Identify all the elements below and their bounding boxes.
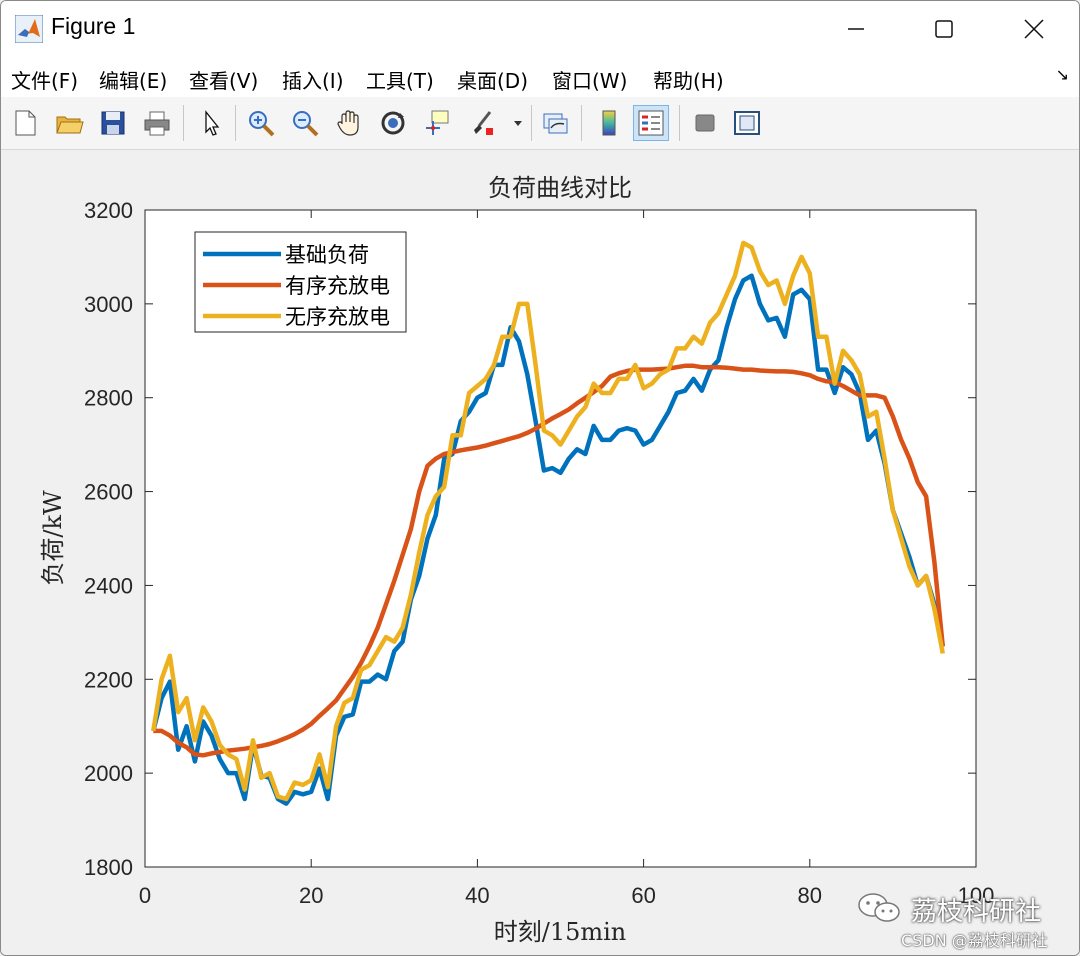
dock-arrow-icon[interactable]: ↘ (1055, 65, 1069, 84)
close-icon (1024, 19, 1044, 39)
print-icon (144, 111, 170, 136)
y-tick-label: 1800 (84, 855, 133, 880)
new-figure-icon (15, 110, 36, 136)
toolbar-separator (581, 105, 582, 141)
legend-label-1: 基础负荷 (285, 243, 369, 267)
brush-icon (474, 111, 493, 135)
link-plot-icon (543, 113, 568, 134)
x-axis-label: 时刻/15min (494, 918, 627, 946)
zoom-in-button[interactable] (243, 105, 279, 141)
x-tick-label: 40 (465, 883, 489, 908)
minimize-button[interactable] (811, 1, 901, 57)
print-button[interactable] (139, 105, 175, 141)
menu-bar: 文件(F) 编辑(E) 查看(V) 插入(I) 工具(T) 桌面(D) 窗口(W… (1, 57, 1079, 97)
figure-canvas: 0 20 40 60 80 100 1800 2000 2200 2400 2600 2800 3000… (1, 150, 1079, 955)
toolbar-separator (183, 105, 184, 141)
select-arrow-icon (205, 110, 220, 136)
zoom-in-icon (249, 111, 275, 137)
show-plot-tools-icon (734, 111, 760, 135)
y-tick-label: 3000 (84, 292, 133, 317)
toolbar-separator (531, 105, 532, 141)
select-arrow-button[interactable] (193, 105, 229, 141)
wechat-icon (858, 893, 900, 922)
watermark-text: 荔枝科研社 (911, 897, 1042, 927)
chevron-down-icon (514, 121, 522, 126)
menu-insert[interactable]: 插入(I) (282, 69, 344, 93)
csdn-watermark: CSDN @荔枝科研社 (901, 931, 1048, 950)
series-line-3[interactable] (151, 240, 946, 802)
show-plot-tools-button[interactable] (729, 105, 765, 141)
open-file-icon (56, 116, 84, 134)
rotate-3d-button[interactable] (375, 105, 411, 141)
x-axis-label-text: 时刻/15min (494, 918, 627, 946)
y-axis-label: 负荷/kW (39, 490, 67, 586)
brush-dropdown-button[interactable] (501, 105, 535, 141)
y-tick-label: 2200 (84, 667, 133, 692)
new-figure-button[interactable] (7, 105, 43, 141)
toolbar-separator (679, 105, 680, 141)
link-plot-button[interactable] (537, 105, 573, 141)
hide-plot-tools-icon (695, 114, 715, 132)
x-tick-label: 0 (139, 883, 151, 908)
menu-tools[interactable]: 工具(T) (366, 69, 434, 93)
save-icon (101, 111, 125, 135)
toolbar-separator (235, 105, 236, 141)
matlab-icon (15, 15, 43, 43)
zoom-out-icon (293, 111, 319, 137)
chart-title: 负荷曲线对比 (488, 174, 632, 202)
save-button[interactable] (95, 105, 131, 141)
title-bar[interactable]: Figure 1 (1, 1, 1079, 57)
data-cursor-icon (426, 110, 449, 135)
series-line-2[interactable] (153, 363, 946, 758)
minimize-icon (848, 28, 864, 30)
x-tick-label: 100 (958, 883, 995, 908)
maximize-button[interactable] (899, 1, 989, 57)
legend-label-2: 有序充放电 (285, 274, 390, 298)
zoom-out-button[interactable] (287, 105, 323, 141)
menu-desktop[interactable]: 桌面(D) (457, 69, 529, 93)
legend-button[interactable] (633, 105, 669, 141)
close-button[interactable] (989, 1, 1079, 57)
menu-window[interactable]: 窗口(W) (552, 69, 628, 93)
y-tick-label: 2800 (84, 386, 133, 411)
x-tick-label: 20 (299, 883, 323, 908)
x-tick-label: 80 (798, 883, 822, 908)
data-cursor-button[interactable] (419, 105, 455, 141)
y-tick-label: 2000 (84, 761, 133, 786)
colorbar-icon (602, 110, 616, 136)
plot-svg[interactable]: 0 20 40 60 80 100 1800 2000 2200 2400 2600 2800 3000… (1, 150, 1079, 955)
pan-button[interactable] (331, 105, 367, 141)
open-file-button[interactable] (51, 105, 87, 141)
y-tick-label: 2600 (84, 480, 133, 505)
pan-icon (337, 110, 359, 136)
menu-view[interactable]: 查看(V) (189, 69, 259, 93)
menu-file[interactable]: 文件(F) (11, 69, 79, 93)
y-tick-label: 3200 (84, 198, 133, 223)
hide-plot-tools-button[interactable] (687, 105, 723, 141)
maximize-icon (935, 20, 953, 38)
x-tick-label: 60 (631, 883, 655, 908)
legend-label-3: 无序充放电 (285, 305, 390, 329)
rotate-3d-icon (381, 111, 405, 135)
colorbar-button[interactable] (591, 105, 627, 141)
menu-edit[interactable]: 编辑(E) (99, 69, 168, 93)
series-line-1[interactable] (151, 273, 946, 806)
brush-button[interactable] (463, 105, 499, 141)
legend-icon (638, 110, 664, 136)
y-tick-label: 2400 (84, 573, 133, 598)
figure-toolbar (1, 97, 1079, 150)
window-title: Figure 1 (51, 13, 136, 39)
menu-help[interactable]: 帮助(H) (653, 69, 724, 93)
